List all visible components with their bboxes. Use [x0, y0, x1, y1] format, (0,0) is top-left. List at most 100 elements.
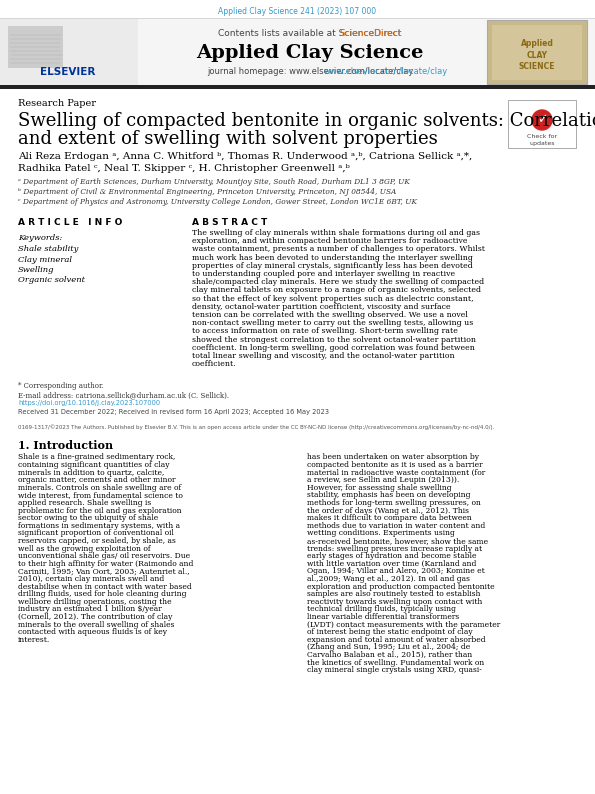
Text: ᵃ Department of Earth Sciences, Durham University, Mountjoy Site, South Road, Du: ᵃ Department of Earth Sciences, Durham U… [18, 178, 410, 186]
Text: with little variation over time (Karnland and: with little variation over time (Karnlan… [307, 560, 477, 568]
Text: exploration and production compacted bentonite: exploration and production compacted ben… [307, 583, 494, 591]
Text: wellbore drilling operations, costing the: wellbore drilling operations, costing th… [18, 598, 171, 606]
Text: (Zhang and Sun, 1995; Liu et al., 2004; de: (Zhang and Sun, 1995; Liu et al., 2004; … [307, 643, 470, 651]
Text: density, octanol-water partition coefficient, viscosity and surface: density, octanol-water partition coeffic… [192, 303, 450, 310]
Text: technical drilling fluids, typically using: technical drilling fluids, typically usi… [307, 605, 456, 614]
Text: exploration, and within compacted bentonite barriers for radioactive: exploration, and within compacted benton… [192, 237, 468, 245]
Text: a review, see Sellin and Leupin (2013)).: a review, see Sellin and Leupin (2013)). [307, 476, 459, 484]
Text: Cariniti, 1995; Van Oort, 2003; Autenriet al.,: Cariniti, 1995; Van Oort, 2003; Autenrie… [18, 568, 190, 576]
Bar [492, 25, 582, 80]
Text: Carvalho Balaban et al., 2015), rather than: Carvalho Balaban et al., 2015), rather t… [307, 651, 472, 659]
Bar [508, 100, 576, 148]
Text: al.,2009; Wang et al., 2012). In oil and gas: al.,2009; Wang et al., 2012). In oil and… [307, 575, 470, 583]
Text: 2010), certain clay minerals swell and: 2010), certain clay minerals swell and [18, 575, 164, 583]
Text: to their high affinity for water (Raimondo and: to their high affinity for water (Raimon… [18, 560, 193, 568]
Text: formations in sedimentary systems, with a: formations in sedimentary systems, with … [18, 522, 180, 530]
Text: Research Paper: Research Paper [18, 99, 96, 108]
Text: wetting conditions. Experiments using: wetting conditions. Experiments using [307, 530, 455, 538]
Text: (Cornell, 2012). The contribution of clay: (Cornell, 2012). The contribution of cla… [18, 613, 173, 621]
Text: A B S T R A C T: A B S T R A C T [192, 218, 267, 227]
Text: Keywords:: Keywords: [18, 234, 62, 242]
Text: expansion and total amount of water absorbed: expansion and total amount of water abso… [307, 636, 486, 644]
Text: compacted bentonite as it is used as a barrier: compacted bentonite as it is used as a b… [307, 461, 483, 469]
Text: * Corresponding author.: * Corresponding author. [18, 383, 104, 391]
Text: ELSEVIER: ELSEVIER [40, 67, 96, 77]
Text: journal homepage: www.elsevier.com/locate/clay: journal homepage: www.elsevier.com/locat… [207, 67, 413, 76]
Text: ✓: ✓ [537, 114, 547, 126]
Text: significant proportion of conventional oil: significant proportion of conventional o… [18, 530, 174, 538]
Text: well as the growing exploitation of: well as the growing exploitation of [18, 545, 151, 553]
Text: (LVDT) contact measurements with the parameter: (LVDT) contact measurements with the par… [307, 621, 500, 629]
Text: methods due to variation in water content and: methods due to variation in water conten… [307, 522, 486, 530]
Text: to access information on rate of swelling. Short-term swelling rate: to access information on rate of swellin… [192, 327, 458, 335]
Text: Contents lists available at ScienceDirect: Contents lists available at ScienceDirec… [218, 29, 402, 38]
Text: interest.: interest. [18, 636, 50, 644]
Text: and extent of swelling with solvent properties: and extent of swelling with solvent prop… [18, 130, 438, 148]
Text: sector owing to the ubiquity of shale: sector owing to the ubiquity of shale [18, 515, 158, 522]
Text: www.elsevier.com/locate/clay: www.elsevier.com/locate/clay [324, 67, 449, 76]
Text: The swelling of clay minerals within shale formations during oil and gas: The swelling of clay minerals within sha… [192, 229, 480, 237]
Text: reservoirs capped, or sealed, by shale, as: reservoirs capped, or sealed, by shale, … [18, 537, 176, 545]
Text: properties of clay mineral crystals, significantly less has been devoted: properties of clay mineral crystals, sig… [192, 262, 473, 270]
Text: organic matter, cements and other minor: organic matter, cements and other minor [18, 476, 176, 484]
Text: contacted with aqueous fluids is of key: contacted with aqueous fluids is of key [18, 628, 167, 636]
Text: Radhika Patel ᶜ, Neal T. Skipper ᶜ, H. Christopher Greenwell ᵃ,ᵇ: Radhika Patel ᶜ, Neal T. Skipper ᶜ, H. C… [18, 164, 350, 173]
Text: the order of days (Wang et al., 2012). This: the order of days (Wang et al., 2012). T… [307, 507, 469, 515]
Text: unconventional shale gas/ oil reservoirs. Due: unconventional shale gas/ oil reservoirs… [18, 552, 190, 561]
Text: much work has been devoted to understanding the interlayer swelling: much work has been devoted to understand… [192, 253, 473, 261]
Text: Organic solvent: Organic solvent [18, 276, 85, 284]
Text: waste containment, presents a number of challenges to operators. Whilst: waste containment, presents a number of … [192, 245, 485, 253]
Text: However, for assessing shale swelling: However, for assessing shale swelling [307, 484, 452, 491]
Text: Swelling of compacted bentonite in organic solvents: Correlation of rate: Swelling of compacted bentonite in organ… [18, 112, 595, 130]
Bar [0, 85, 595, 89]
Text: Received 31 December 2022; Received in revised form 16 April 2023; Accepted 16 M: Received 31 December 2022; Received in r… [18, 410, 329, 415]
Text: wide interest, from fundamental science to: wide interest, from fundamental science … [18, 491, 183, 499]
Text: reactivity towards swelling upon contact with: reactivity towards swelling upon contact… [307, 598, 483, 606]
Text: total linear swelling and viscosity, and the octanol-water partition: total linear swelling and viscosity, and… [192, 352, 455, 360]
Text: as-received bentonite, however, show the same: as-received bentonite, however, show the… [307, 537, 488, 545]
Text: material in radioactive waste containment (for: material in radioactive waste containmen… [307, 468, 486, 476]
Text: makes it difficult to compare data between: makes it difficult to compare data betwe… [307, 515, 472, 522]
Text: A R T I C L E   I N F O: A R T I C L E I N F O [18, 218, 123, 227]
Text: ᶜ Department of Physics and Astronomy, University College London, Gower Street, : ᶜ Department of Physics and Astronomy, U… [18, 198, 417, 206]
Text: Check for
updates: Check for updates [527, 134, 557, 145]
Text: Shale is a fine-grained sedimentary rock,: Shale is a fine-grained sedimentary rock… [18, 453, 176, 461]
Text: stability, emphasis has been on developing: stability, emphasis has been on developi… [307, 491, 471, 499]
Text: coefficient. In long-term swelling, good correlation was found between: coefficient. In long-term swelling, good… [192, 344, 475, 352]
Text: ᵇ Department of Civil & Environmental Engineering, Princeton University, Princet: ᵇ Department of Civil & Environmental En… [18, 188, 396, 196]
Text: containing significant quantities of clay: containing significant quantities of cla… [18, 461, 170, 469]
Text: tension can be correlated with the swelling observed. We use a novel: tension can be correlated with the swell… [192, 311, 468, 319]
Text: non-contact swelling meter to carry out the swelling tests, allowing us: non-contact swelling meter to carry out … [192, 319, 473, 327]
Text: Applied
CLAY
SCIENCE: Applied CLAY SCIENCE [519, 39, 555, 71]
Circle shape [532, 110, 552, 130]
Text: to understanding coupled pore and interlayer swelling in reactive: to understanding coupled pore and interl… [192, 270, 455, 278]
Text: clay mineral tablets on exposure to a range of organic solvents, selected: clay mineral tablets on exposure to a ra… [192, 287, 481, 295]
Text: has been undertaken on water absorption by: has been undertaken on water absorption … [307, 453, 479, 461]
Text: linear variable differential transformers: linear variable differential transformer… [307, 613, 459, 621]
Text: https://doi.org/10.1016/j.clay.2023.107000: https://doi.org/10.1016/j.clay.2023.1070… [18, 400, 160, 407]
Text: problematic for the oil and gas exploration: problematic for the oil and gas explorat… [18, 507, 181, 515]
Text: showed the strongest correlation to the solvent octanol-water partition: showed the strongest correlation to the … [192, 336, 476, 344]
Text: destabilise when in contact with water based: destabilise when in contact with water b… [18, 583, 192, 591]
Text: Ogan, 1994; Villar and Alero, 2003; Komine et: Ogan, 1994; Villar and Alero, 2003; Komi… [307, 568, 485, 576]
Text: Applied Clay Science: Applied Clay Science [196, 44, 424, 62]
Text: the kinetics of swelling. Fundamental work on: the kinetics of swelling. Fundamental wo… [307, 658, 484, 667]
Text: drilling fluids, used for hole cleaning during: drilling fluids, used for hole cleaning … [18, 590, 186, 598]
Text: Shale stability: Shale stability [18, 245, 79, 253]
Text: applied research. Shale swelling is: applied research. Shale swelling is [18, 499, 151, 507]
Text: of interest being the static endpoint of clay: of interest being the static endpoint of… [307, 628, 472, 636]
Text: 1. Introduction: 1. Introduction [18, 441, 113, 452]
Bar [0, 18, 595, 85]
Text: minerals to the overall swelling of shales: minerals to the overall swelling of shal… [18, 621, 174, 629]
Bar [8, 26, 63, 68]
Text: Clay mineral: Clay mineral [18, 256, 72, 264]
Text: Ali Reza Erdogan ᵃ, Anna C. Whitford ᵇ, Thomas R. Underwood ᵃ,ᵇ, Catriona Sellic: Ali Reza Erdogan ᵃ, Anna C. Whitford ᵇ, … [18, 152, 472, 161]
Text: trends: swelling pressures increase rapidly at: trends: swelling pressures increase rapi… [307, 545, 482, 553]
Text: methods for long-term swelling pressures, on: methods for long-term swelling pressures… [307, 499, 481, 507]
Text: 0169-1317/©2023 The Authors. Published by Elsevier B.V. This is an open access a: 0169-1317/©2023 The Authors. Published b… [18, 425, 494, 430]
Text: shale/compacted clay minerals. Here we study the swelling of compacted: shale/compacted clay minerals. Here we s… [192, 278, 484, 286]
Bar [0, 18, 138, 85]
Text: clay mineral single crystals using XRD, quasi-: clay mineral single crystals using XRD, … [307, 666, 482, 674]
Text: Swelling: Swelling [18, 266, 55, 274]
Text: coefficient.: coefficient. [192, 360, 237, 368]
